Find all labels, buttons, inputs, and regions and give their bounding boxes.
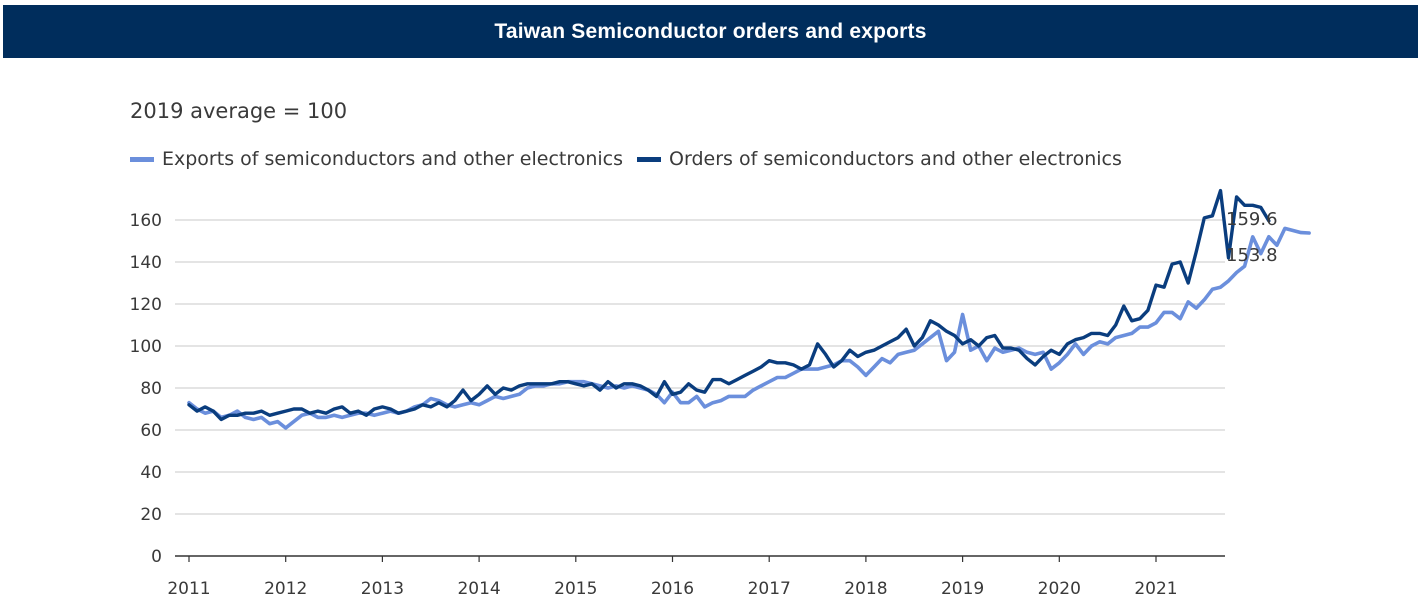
x-tick-label: 2020 bbox=[1038, 579, 1081, 599]
title-bar: Taiwan Semiconductor orders and exports bbox=[3, 5, 1418, 58]
chart-title: Taiwan Semiconductor orders and exports bbox=[494, 19, 927, 43]
legend-swatch-exports bbox=[130, 156, 154, 162]
series-line-orders bbox=[187, 188, 1271, 422]
y-tick-label: 140 bbox=[130, 253, 162, 273]
end-labels: 159.6 153.8 bbox=[1226, 209, 1278, 266]
y-tick-label: 60 bbox=[140, 421, 162, 441]
series-lines bbox=[187, 188, 1311, 430]
x-tick-label: 2012 bbox=[264, 579, 307, 599]
end-label-exports: 153.8 bbox=[1226, 245, 1278, 266]
legend-item-exports: Exports of semiconductors and other elec… bbox=[130, 148, 623, 170]
x-tick-label: 2011 bbox=[167, 579, 210, 599]
x-tick-label: 2015 bbox=[554, 579, 597, 599]
y-tick-label: 20 bbox=[140, 505, 162, 525]
x-tick-label: 2014 bbox=[457, 579, 500, 599]
x-tick-label: 2021 bbox=[1134, 579, 1177, 599]
y-tick-label: 120 bbox=[130, 295, 162, 315]
legend: Exports of semiconductors and other elec… bbox=[130, 148, 1136, 170]
end-label-orders: 159.6 bbox=[1226, 209, 1278, 230]
chart-subtitle: 2019 average = 100 bbox=[130, 99, 348, 123]
x-tick-label: 2013 bbox=[361, 579, 404, 599]
legend-label-exports: Exports of semiconductors and other elec… bbox=[162, 148, 624, 170]
y-axis-ticks: 0 20 40 60 80 100 120 140 160 bbox=[130, 211, 162, 567]
y-tick-label: 80 bbox=[140, 379, 162, 399]
x-axis-ticks: 2011 2012 2013 2014 2015 2016 2017 2018 2019 2020… bbox=[167, 556, 1178, 599]
y-tick-label: 100 bbox=[130, 337, 162, 357]
legend-item-orders: Orders of semiconductors and other elect… bbox=[637, 148, 1122, 170]
y-tick-label: 160 bbox=[130, 211, 162, 231]
x-tick-label: 2019 bbox=[941, 579, 984, 599]
x-tick-label: 2017 bbox=[748, 579, 791, 599]
x-tick-label: 2018 bbox=[844, 579, 887, 599]
series-line-exports bbox=[187, 226, 1311, 430]
y-tick-label: 40 bbox=[140, 463, 162, 483]
x-tick-label: 2016 bbox=[651, 579, 694, 599]
gridlines bbox=[175, 219, 1225, 515]
y-tick-label: 0 bbox=[151, 547, 162, 567]
legend-swatch-orders bbox=[637, 156, 662, 162]
legend-label-orders: Orders of semiconductors and other elect… bbox=[669, 148, 1122, 170]
